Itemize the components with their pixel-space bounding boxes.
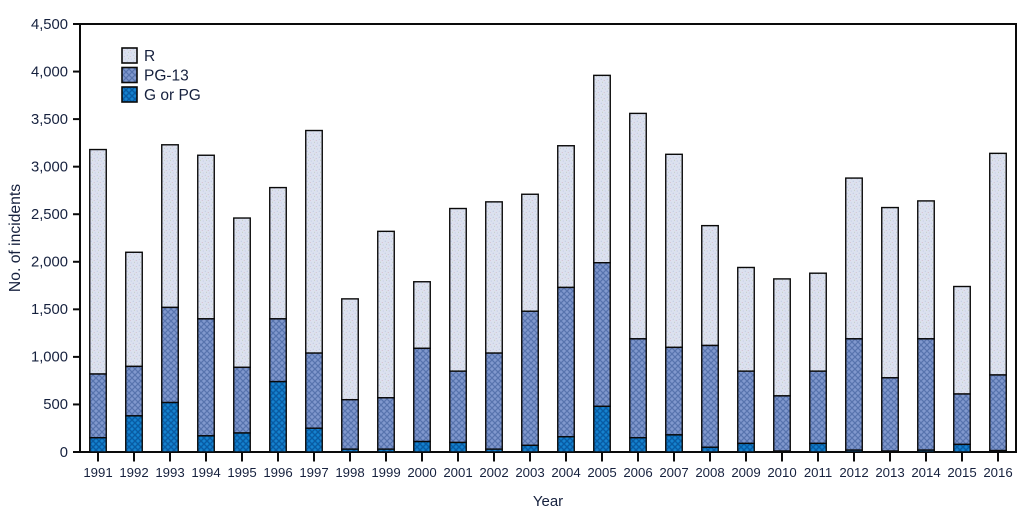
- svg-text:PG-13: PG-13: [144, 68, 189, 85]
- svg-text:2005: 2005: [587, 465, 616, 480]
- svg-text:2001: 2001: [443, 465, 472, 480]
- svg-text:R: R: [144, 48, 155, 65]
- svg-text:2003: 2003: [515, 465, 544, 480]
- svg-text:3,500: 3,500: [31, 112, 68, 128]
- svg-text:2000: 2000: [407, 465, 436, 480]
- svg-text:1998: 1998: [335, 465, 364, 480]
- svg-text:2015: 2015: [947, 465, 976, 480]
- svg-text:1995: 1995: [227, 465, 256, 480]
- svg-text:1996: 1996: [263, 465, 292, 480]
- svg-text:2013: 2013: [875, 465, 904, 480]
- svg-text:1991: 1991: [83, 465, 112, 480]
- svg-text:4,500: 4,500: [31, 17, 68, 33]
- svg-text:2007: 2007: [659, 465, 688, 480]
- svg-text:1,000: 1,000: [31, 350, 68, 366]
- svg-text:Year: Year: [533, 493, 563, 510]
- svg-text:1992: 1992: [119, 465, 148, 480]
- svg-text:2,000: 2,000: [31, 255, 68, 271]
- svg-text:No. of incidents: No. of incidents: [7, 184, 24, 292]
- svg-text:2014: 2014: [911, 465, 940, 480]
- svg-text:4,000: 4,000: [31, 64, 68, 80]
- svg-text:2004: 2004: [551, 465, 580, 480]
- svg-text:2010: 2010: [767, 465, 796, 480]
- svg-text:2012: 2012: [839, 465, 868, 480]
- svg-text:3,000: 3,000: [31, 159, 68, 175]
- svg-text:2002: 2002: [479, 465, 508, 480]
- svg-text:2,500: 2,500: [31, 207, 68, 223]
- svg-text:2016: 2016: [983, 465, 1012, 480]
- svg-text:2011: 2011: [804, 465, 832, 480]
- svg-text:0: 0: [60, 445, 68, 461]
- svg-text:2006: 2006: [623, 465, 652, 480]
- svg-text:G or PG: G or PG: [144, 87, 201, 104]
- svg-text:1999: 1999: [371, 465, 400, 480]
- svg-text:1997: 1997: [299, 465, 328, 480]
- svg-text:1,500: 1,500: [31, 302, 68, 318]
- svg-text:500: 500: [43, 397, 68, 413]
- svg-text:2009: 2009: [731, 465, 760, 480]
- svg-text:1993: 1993: [155, 465, 184, 480]
- svg-text:2008: 2008: [695, 465, 724, 480]
- svg-text:1994: 1994: [191, 465, 220, 480]
